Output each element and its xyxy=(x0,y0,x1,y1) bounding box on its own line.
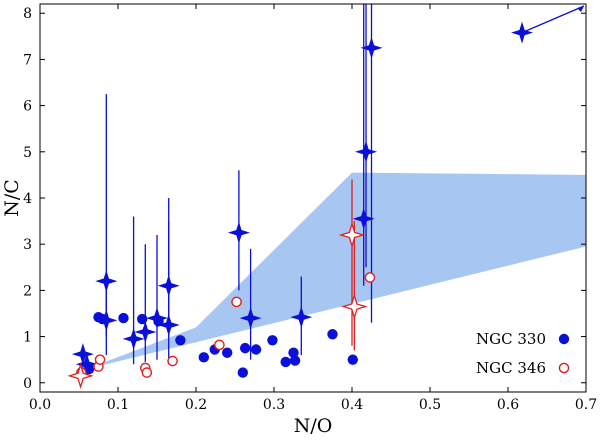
marker-layer xyxy=(67,21,534,390)
ngc330-star-5 xyxy=(134,320,157,343)
ngc330-arrow-head xyxy=(577,6,584,12)
legend-label-0: NGC 330 xyxy=(476,330,546,348)
ngc330-star-7 xyxy=(157,274,180,297)
ngc330-star-13 xyxy=(355,140,378,163)
ngc330-point-4 xyxy=(136,313,148,325)
ngc346-point-8 xyxy=(364,272,376,283)
ngc330-star-1 xyxy=(75,353,98,376)
ngc330-star-9 xyxy=(227,221,250,244)
tick-layer: 0.0 0.1 0.2 0.3 0.4 0.5 0.6 0.7 0 1 2 3 4 5 6 7 8 xyxy=(23,4,597,413)
ngc330-star-14 xyxy=(360,36,383,59)
ngc330-point-15 xyxy=(288,347,299,358)
ngc330-point-12 xyxy=(250,344,262,355)
ngc330-arrow-line xyxy=(521,5,585,34)
y-tick-label-2: 2 xyxy=(23,283,32,299)
x-tick-label-4: 0.4 xyxy=(341,397,363,413)
ngc330-point-10 xyxy=(237,367,248,378)
ngc330-star-2 xyxy=(95,270,118,293)
ngc330-point-3 xyxy=(118,312,129,324)
ngc346-point-7 xyxy=(231,296,242,308)
legend-marker-ngc346 xyxy=(558,362,570,374)
ngc330-point-18 xyxy=(347,354,358,365)
ngc330-point-7 xyxy=(198,352,209,363)
y-tick-label-1: 1 xyxy=(23,330,32,346)
ngc330-point-13 xyxy=(267,335,278,346)
ngc330-point-11 xyxy=(239,342,251,354)
y-tick-label-4: 4 xyxy=(23,191,32,207)
ngc346-point-4 xyxy=(141,367,153,378)
ngc330-star-0 xyxy=(71,343,94,366)
ngc346-point-5 xyxy=(167,355,178,367)
legend-label-1: NGC 346 xyxy=(476,359,546,377)
x-tick-label-3: 0.3 xyxy=(263,397,285,413)
legend-marker-ngc330 xyxy=(558,333,570,345)
ngc346-point-2 xyxy=(94,354,106,365)
ngc330-star-4 xyxy=(122,327,145,350)
ngc330-point-6 xyxy=(175,335,186,346)
ngc346-point-6 xyxy=(214,339,225,351)
x-tick-label-2: 0.2 xyxy=(185,397,207,413)
x-tick-label-6: 0.6 xyxy=(497,397,519,413)
ngc330-point-17 xyxy=(327,329,338,340)
y-axis-label: N/C xyxy=(1,179,23,217)
ngc330-star-10 xyxy=(239,307,262,330)
legend: NGC 330 NGC 346 xyxy=(476,330,570,377)
x-axis-label: N/O xyxy=(294,415,333,437)
model-band xyxy=(86,172,587,369)
ngc330-star-11 xyxy=(290,306,313,329)
y-tick-label-7: 7 xyxy=(23,52,32,68)
ngc346-star-2 xyxy=(341,293,368,320)
x-tick-label-7: 0.7 xyxy=(575,397,597,413)
model-band-layer xyxy=(86,172,587,369)
ngc330-star-12 xyxy=(352,207,375,230)
ngc346-star-1 xyxy=(338,221,366,249)
y-tick-label-0: 0 xyxy=(23,376,32,392)
ngc330-star-6 xyxy=(146,307,168,330)
ngc346-star-0 xyxy=(67,362,94,390)
ngc330-point-16 xyxy=(289,355,301,366)
ngc330-point-14 xyxy=(280,356,291,368)
x-tick-label-0: 0.0 xyxy=(29,397,51,413)
ngc330-star-8 xyxy=(157,314,180,337)
y-tick-label-6: 6 xyxy=(23,99,32,115)
x-tick-label-1: 0.1 xyxy=(107,397,129,413)
y-tick-label-3: 3 xyxy=(23,237,32,253)
x-tick-label-5: 0.5 xyxy=(419,397,441,413)
ngc330-star-3 xyxy=(95,309,118,332)
ngc330-point-9 xyxy=(222,347,233,358)
y-tick-label-5: 5 xyxy=(23,145,32,161)
y-tick-label-8: 8 xyxy=(23,6,32,22)
ngc330-star-15 xyxy=(511,21,534,44)
